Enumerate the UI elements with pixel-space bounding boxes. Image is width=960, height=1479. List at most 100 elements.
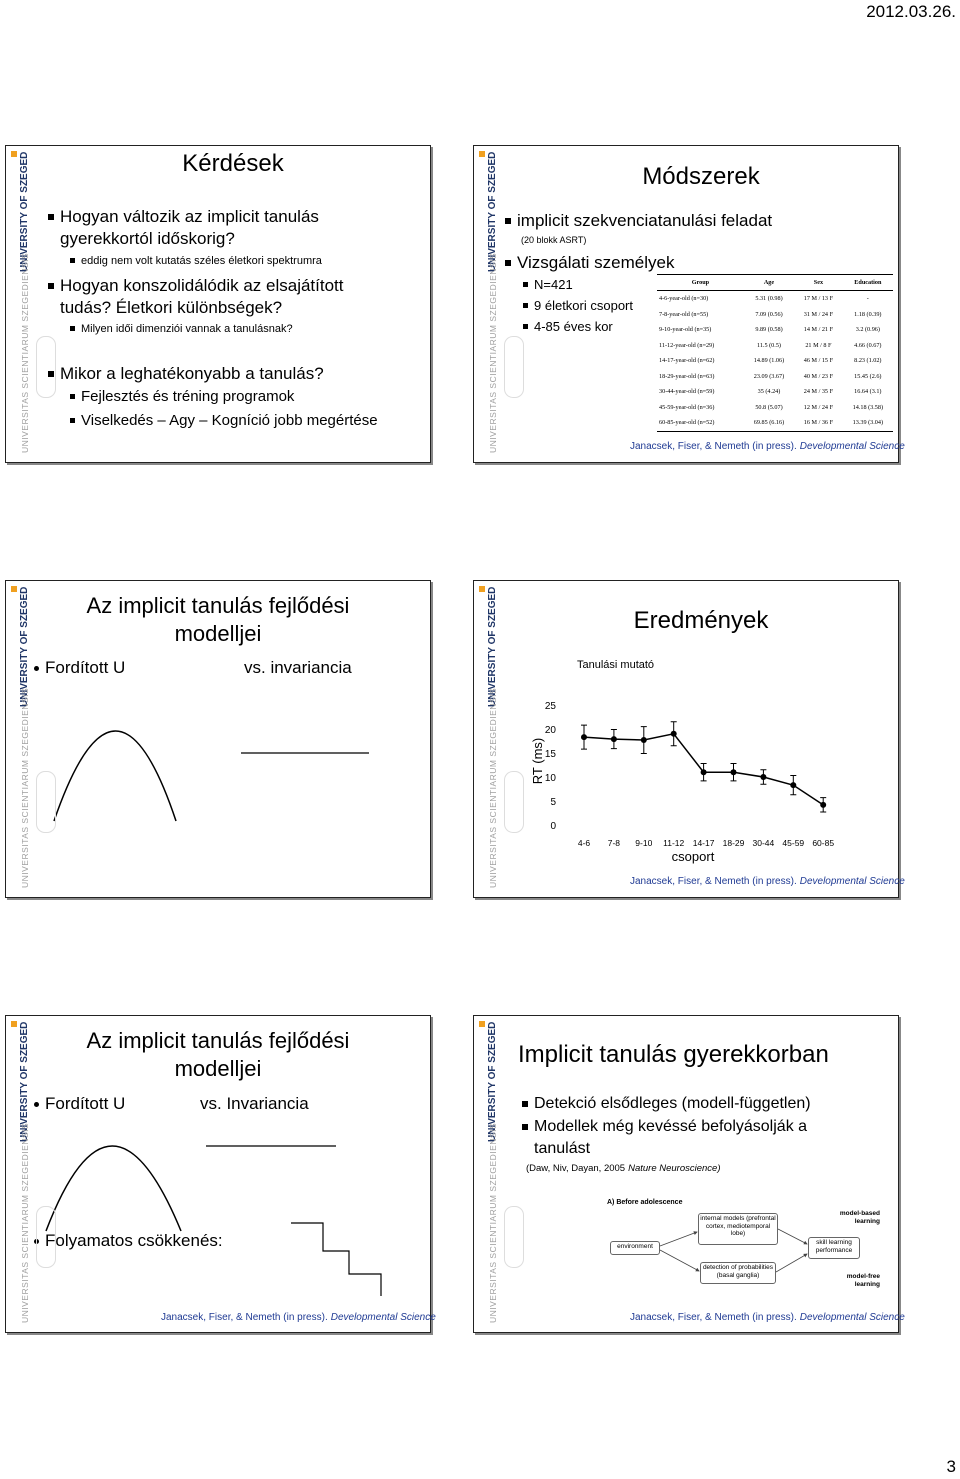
table-header-cell: Sex	[794, 274, 843, 291]
citation-journal: Developmental Science	[330, 1312, 436, 1323]
table-cell: 60-85-year-old (n=52)	[657, 415, 744, 432]
logo-mark	[11, 586, 17, 592]
table-cell: 46 M / 15 F	[803, 357, 834, 365]
logo-mark	[11, 151, 17, 157]
diagram-node: environment	[610, 1241, 660, 1255]
citation-journal: Developmental Science	[799, 441, 905, 452]
y-tick-label: 20	[545, 725, 557, 736]
table-row: 14-17-year-old (n=62) 14.89 (1.06) 46 M / …	[657, 353, 893, 369]
table-row: 45-59-year-old (n=36) 50.8 (5.07) 12 M / 2…	[657, 400, 893, 416]
logo-mark	[11, 1021, 17, 1027]
data-point	[670, 730, 677, 737]
table-cell: 16.64 (3.1)	[854, 388, 882, 396]
table-cell: 12 M / 24 F	[803, 403, 834, 411]
logo-crest	[36, 771, 56, 833]
label: vs. Invariancia	[200, 1094, 309, 1113]
date: 2012.03.26.	[866, 2, 956, 21]
reference-journal: Nature Neuroscience)	[628, 1163, 721, 1174]
sub-bullet: 9 életkori csoport	[523, 298, 633, 313]
diagram-panel-label: A) Before adolescence	[607, 1199, 683, 1206]
diagram-label: model-based learning	[839, 1210, 880, 1225]
x-tick-label: 30-44	[753, 838, 775, 848]
arrow	[659, 1249, 700, 1272]
table-cell: 11.5 (0.5)	[756, 341, 781, 349]
y-axis-label: RT (ms)	[530, 738, 545, 784]
x-tick-label: 7-8	[608, 838, 621, 848]
arrow	[775, 1253, 808, 1273]
model-sketch	[45, 1145, 382, 1296]
x-tick-label: 14-17	[693, 838, 715, 848]
table-row: 7-8-year-old (n=55) 7.09 (0.56) 31 M / 24 …	[657, 307, 893, 323]
logo-motto: UNIVERSITAS SCIENTIARUM SZEGEDIENSIS	[488, 687, 498, 888]
table-cell: 69.85 (6.16)	[743, 415, 795, 432]
diagram-label: model-free learning	[846, 1273, 880, 1288]
sub-bullet: 4-85 éves kor	[523, 319, 613, 334]
table-cell: 7-8-year-old (n=55)	[659, 310, 709, 318]
sub-bullet: Milyen idői dimenziói vannak a tanulásna…	[70, 323, 293, 335]
slide-title: Az implicit tanulás fejlődési modelljei	[86, 1028, 350, 1081]
bullet: Hogyan konszolidálódik az elsajátított t…	[48, 275, 390, 319]
table-cell: 21 M / 8 F	[805, 341, 832, 349]
table-cell: 15.45 (2.6)	[854, 372, 882, 380]
logo-motto: UNIVERSITAS SCIENTIARUM SZEGEDIENSIS	[20, 687, 30, 888]
citation: Janacsek, Fiser, & Nemeth (in press). Dev…	[161, 1312, 436, 1323]
sub-bullet: N=421	[523, 277, 573, 292]
slide-title: Az implicit tanulás fejlődési modelljei	[86, 593, 350, 646]
table-cell: 11-12-year-old (n=29)	[659, 341, 715, 349]
logo-motto: UNIVERSITAS SCIENTIARUM SZEGEDIENSIS	[488, 1122, 498, 1323]
model-sketch	[53, 730, 369, 822]
x-tick-label: 45-59	[782, 838, 804, 848]
table-cell: 14.18 (3.58)	[852, 403, 884, 411]
y-tick-label: 5	[550, 797, 556, 808]
table-cell: 50.8 (5.07)	[755, 403, 783, 411]
bullet: Mikor a leghatékonyabb a tanulás?	[48, 364, 324, 383]
bullet: Modellek még kevéssé befolyásolják a tan…	[522, 1116, 834, 1160]
label: vs. invariancia	[244, 658, 352, 677]
table-cell: 8.23 (1.02)	[854, 357, 882, 365]
y-tick-label: 10	[545, 773, 557, 784]
table-cell: 23.09 (3.67)	[753, 372, 785, 380]
table-cell: 1.18 (0.39)	[854, 310, 882, 318]
chart-title: Tanulási mutató	[577, 659, 654, 671]
citation: Janacsek, Fiser, & Nemeth (in press). Dev…	[630, 876, 905, 887]
logo-mark	[479, 586, 485, 592]
bullet: Detekció elsődleges (modell-független)	[522, 1093, 811, 1115]
logo-motto: UNIVERSITAS SCIENTIARUM SZEGEDIENSIS	[20, 252, 30, 453]
slide: Kérdések Hogyan változik az implicit tan…	[5, 145, 431, 463]
slide: Eredmények Tanulási mutató RT (ms) csoport…	[473, 580, 905, 898]
data-point	[581, 734, 587, 741]
data-point	[610, 736, 617, 743]
table-cell: 24 M / 35 F	[803, 388, 834, 396]
arrow	[777, 1228, 808, 1245]
table-header-cell: Group	[657, 274, 744, 291]
citation-authors: Janacsek, Fiser, & Nemeth (in press).	[630, 441, 797, 452]
slide: Az implicit tanulás fejlődési modelljei …	[5, 580, 431, 898]
table-cell: 30-44-year-old (n=59)	[659, 388, 715, 396]
y-tick-label: 25	[545, 701, 557, 712]
table-header-cell: Age	[743, 274, 795, 291]
data-point	[730, 769, 737, 776]
logo-crest	[504, 336, 524, 398]
table-cell: 5.31 (0.98)	[755, 295, 783, 303]
logo-crest	[36, 1206, 56, 1268]
data-point	[790, 782, 797, 789]
citation-authors: Janacsek, Fiser, & Nemeth (in press).	[630, 876, 797, 887]
table-cell: 3.2 (0.96)	[855, 326, 880, 334]
data-point	[760, 774, 767, 780]
table-cell: 9.89 (0.58)	[755, 326, 783, 334]
logo-mark	[479, 151, 485, 157]
x-tick-label: 60-85	[812, 838, 834, 848]
table-cell: 14.89 (1.06)	[753, 357, 785, 365]
x-axis-label: csoport	[672, 849, 715, 864]
citation-authors: Janacsek, Fiser, & Nemeth (in press).	[161, 1312, 328, 1323]
decrease-steps	[291, 1222, 382, 1296]
diagram-arrows	[659, 1228, 808, 1273]
table-cell: 4.66 (0.67)	[854, 341, 882, 349]
table-cell: 31 M / 24 F	[803, 310, 834, 318]
table-cell: 7.09 (0.56)	[755, 310, 783, 318]
diagram-node: internal models (prefrontal cortex, medi…	[698, 1213, 778, 1245]
table-cell: 16 M / 36 F	[794, 415, 843, 432]
diagram-node: skill learning performance	[808, 1237, 860, 1259]
